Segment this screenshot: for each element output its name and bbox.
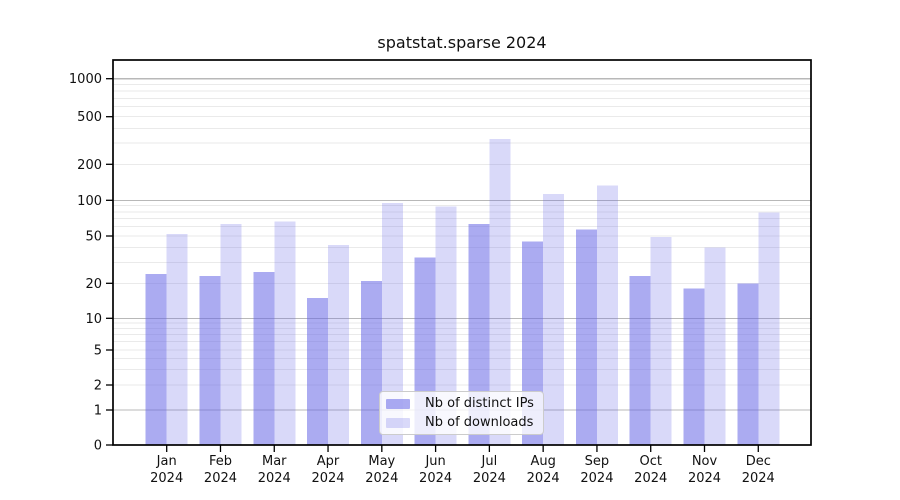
- x-tick-label-year: 2024: [365, 471, 398, 486]
- bar-downloads-nov: [704, 247, 726, 445]
- x-tick-label-month: Jan: [156, 454, 177, 469]
- bar-ips-mar: [253, 271, 275, 445]
- bar-ips-jul: [468, 224, 490, 445]
- grid-minor: [113, 83, 811, 386]
- x-tick-label-month: Sep: [585, 454, 610, 469]
- y-tick-label: 5: [94, 344, 102, 359]
- bar-downloads-jan: [166, 233, 188, 445]
- x-tick-label-year: 2024: [311, 471, 344, 486]
- bar-downloads-sep: [596, 185, 618, 446]
- bar-downloads-jul: [489, 138, 511, 446]
- legend: Nb of distinct IPs Nb of downloads: [379, 391, 544, 435]
- bar-ips-feb: [199, 276, 221, 445]
- x-tick-label-month: Apr: [317, 454, 340, 469]
- bars: [145, 138, 780, 446]
- x-tick-label-year: 2024: [634, 471, 667, 486]
- x-tick-label-month: May: [368, 454, 395, 469]
- bar-ips-may: [360, 280, 382, 445]
- y-tick-label: 1000: [69, 72, 102, 87]
- x-tick-label-year: 2024: [742, 471, 775, 486]
- bar-downloads-mar: [274, 221, 296, 445]
- x-tick-label-month: Nov: [692, 454, 718, 469]
- y-tick-label: 20: [85, 277, 102, 292]
- y-tick-label: 0: [94, 439, 102, 454]
- x-tick-label-year: 2024: [258, 471, 291, 486]
- bar-downloads-apr: [328, 245, 350, 445]
- bar-downloads-feb: [220, 224, 242, 445]
- y-tick-label: 100: [77, 194, 102, 209]
- x-tick-label-year: 2024: [204, 471, 237, 486]
- bar-ips-sep: [575, 229, 597, 445]
- legend-item-downloads: Nb of downloads: [386, 415, 535, 430]
- x-tick-label-year: 2024: [419, 471, 452, 486]
- legend-swatch-distinct-ips: [386, 398, 410, 409]
- y-tick-label: 2: [94, 379, 102, 394]
- bar-ips-nov: [683, 288, 705, 445]
- legend-swatch-downloads: [386, 417, 410, 428]
- y-axis: 0 1 2 5 10 20 50 100 200 500 1000: [69, 72, 113, 454]
- y-tick-label: 50: [85, 230, 102, 245]
- x-tick-label-year: 2024: [473, 471, 506, 486]
- bar-ips-apr: [307, 297, 329, 445]
- bar-downloads-may: [381, 202, 403, 445]
- x-tick-label-month: Mar: [262, 454, 287, 469]
- x-tick-label-month: Jul: [481, 454, 498, 469]
- bar-downloads-aug: [543, 193, 565, 445]
- bar-downloads-jun: [435, 206, 457, 445]
- x-tick-label-year: 2024: [688, 471, 721, 486]
- x-tick-label-month: Aug: [530, 454, 555, 469]
- y-tick-label: 500: [77, 110, 102, 125]
- x-tick-label-month: Dec: [746, 454, 771, 469]
- legend-label-distinct-ips: Nb of distinct IPs: [425, 396, 534, 411]
- chart-title: spatstat.sparse 2024: [377, 33, 547, 52]
- legend-item-distinct-ips: Nb of distinct IPs: [386, 396, 535, 411]
- x-tick-label-year: 2024: [150, 471, 183, 486]
- x-tick-label-month: Feb: [209, 454, 232, 469]
- bar-downloads-dec: [758, 212, 780, 445]
- bar-downloads-oct: [650, 237, 672, 445]
- bar-ips-dec: [737, 283, 759, 445]
- plot-frame: [112, 59, 812, 446]
- legend-label-downloads: Nb of downloads: [425, 415, 534, 430]
- y-tick-label: 1: [94, 404, 102, 419]
- bar-ips-jan: [145, 273, 167, 445]
- x-tick-label-month: Oct: [639, 454, 661, 469]
- x-tick-label-month: Jun: [424, 454, 445, 469]
- y-tick-label: 10: [85, 312, 102, 327]
- x-axis: Jan 2024 Feb 2024 Mar 2024 Apr 2024 May 2024 Jun 20…: [150, 445, 775, 486]
- x-tick-label-year: 2024: [580, 471, 613, 486]
- x-tick-label-year: 2024: [527, 471, 560, 486]
- y-tick-label: 200: [77, 158, 102, 173]
- bar-ips-oct: [629, 276, 651, 445]
